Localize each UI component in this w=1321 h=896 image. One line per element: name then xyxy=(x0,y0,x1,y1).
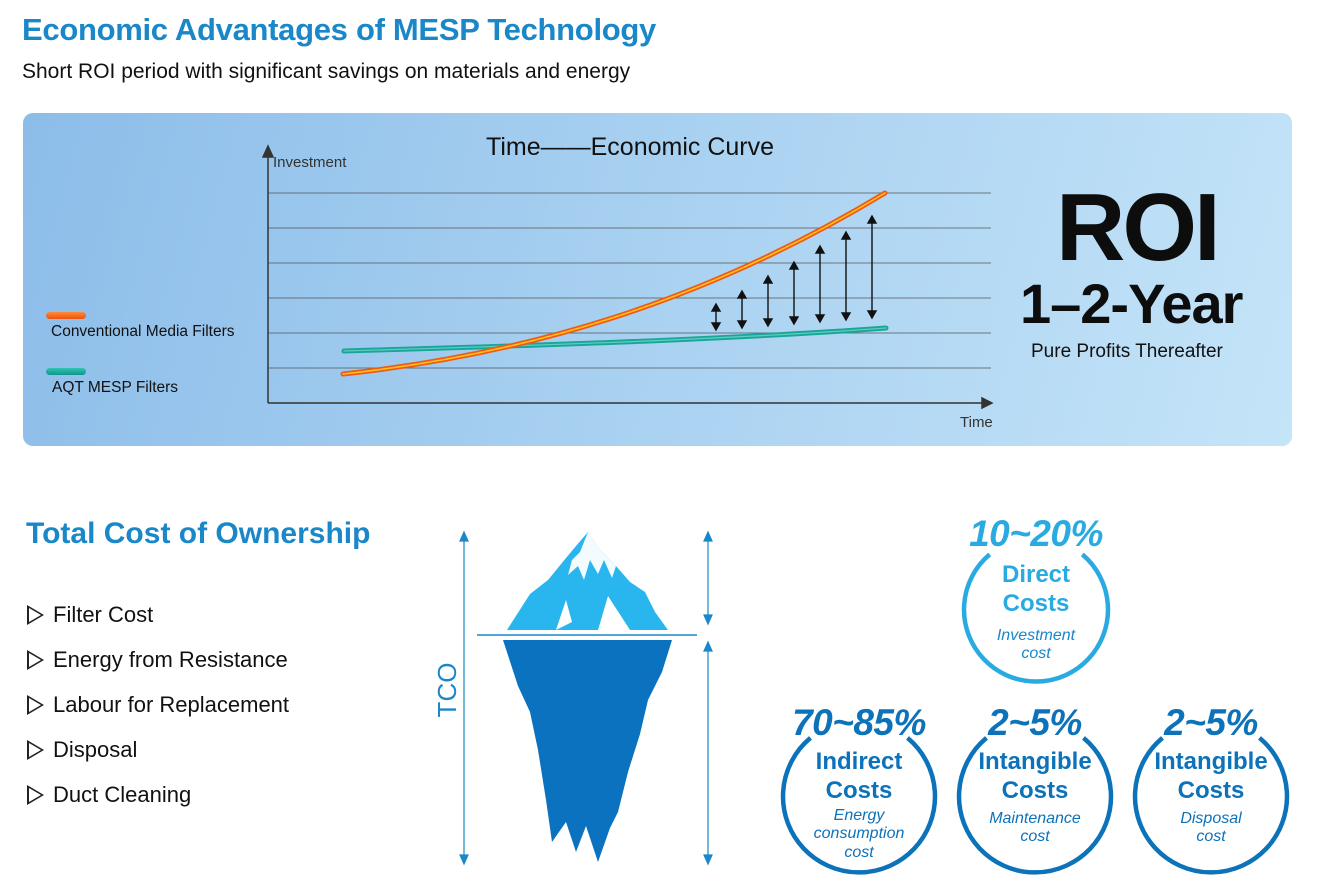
legend-swatch-conventional xyxy=(46,312,86,319)
y-axis-label: Investment xyxy=(273,154,347,171)
grid-lines xyxy=(268,192,991,369)
indirect-costs-detail: Energy consumption cost xyxy=(813,807,905,861)
x-axis-label: Time xyxy=(960,414,993,431)
legend-label-conventional: Conventional Media Filters xyxy=(51,323,235,340)
intangible-disposal-detail: Disposal cost xyxy=(1180,810,1242,846)
triangle-bullet-icon xyxy=(27,695,44,715)
intangible-disposal-percent: 2~5% xyxy=(1164,702,1258,743)
triangle-bullet-icon xyxy=(27,605,44,625)
list-item-label: Labour for Replacement xyxy=(53,692,290,717)
list-item: Labour for Replacement xyxy=(27,690,289,720)
list-item-label: Energy from Resistance xyxy=(53,647,288,672)
direct-costs-label: Direct Costs xyxy=(1001,561,1071,617)
list-item-label: Filter Cost xyxy=(53,602,154,627)
list-item-label: Duct Cleaning xyxy=(53,782,192,807)
page-subtitle: Short ROI period with significant saving… xyxy=(22,60,631,83)
savings-gap-arrows xyxy=(710,214,878,332)
intangible-maintenance-label: Intangible Costs xyxy=(978,748,1092,804)
chart-title: Time——Economic Curve xyxy=(486,133,775,161)
roi-note: Pure Profits Thereafter xyxy=(1031,341,1223,362)
list-item: Energy from Resistance xyxy=(27,645,288,675)
roi-period: 1–2-Year xyxy=(1020,272,1243,335)
y-axis-arrowhead xyxy=(261,144,275,158)
x-axis-arrowhead xyxy=(981,396,994,410)
triangle-bullet-icon xyxy=(27,650,44,670)
direct-costs-detail: Investment cost xyxy=(996,627,1076,663)
roi-heading: ROI xyxy=(1056,174,1221,281)
triangle-bullet-icon xyxy=(27,785,44,805)
tco-axis-label: TCO xyxy=(431,662,462,718)
economic-curve-panel xyxy=(23,113,1292,446)
axes xyxy=(261,144,994,410)
indirect-costs-label: Indirect Costs xyxy=(815,748,903,804)
direct-costs-percent: 10~20% xyxy=(969,513,1103,554)
list-item: Filter Cost xyxy=(27,600,153,630)
intangible-maintenance-percent: 2~5% xyxy=(988,702,1082,743)
triangle-bullet-icon xyxy=(27,740,44,760)
indirect-costs-percent: 70~85% xyxy=(792,702,926,743)
tco-title: Total Cost of Ownership xyxy=(26,517,371,550)
list-item-label: Disposal xyxy=(53,737,138,762)
mesp-filter-curve xyxy=(341,325,889,354)
legend-swatch-mesp xyxy=(46,368,86,375)
list-item: Duct Cleaning xyxy=(27,780,191,810)
legend-label-mesp: AQT MESP Filters xyxy=(52,379,179,396)
intangible-disposal-label: Intangible Costs xyxy=(1154,748,1268,804)
list-item: Disposal xyxy=(27,735,137,765)
intangible-maintenance-detail: Maintenance cost xyxy=(989,810,1081,846)
page-title: Economic Advantages of MESP Technology xyxy=(22,12,656,47)
